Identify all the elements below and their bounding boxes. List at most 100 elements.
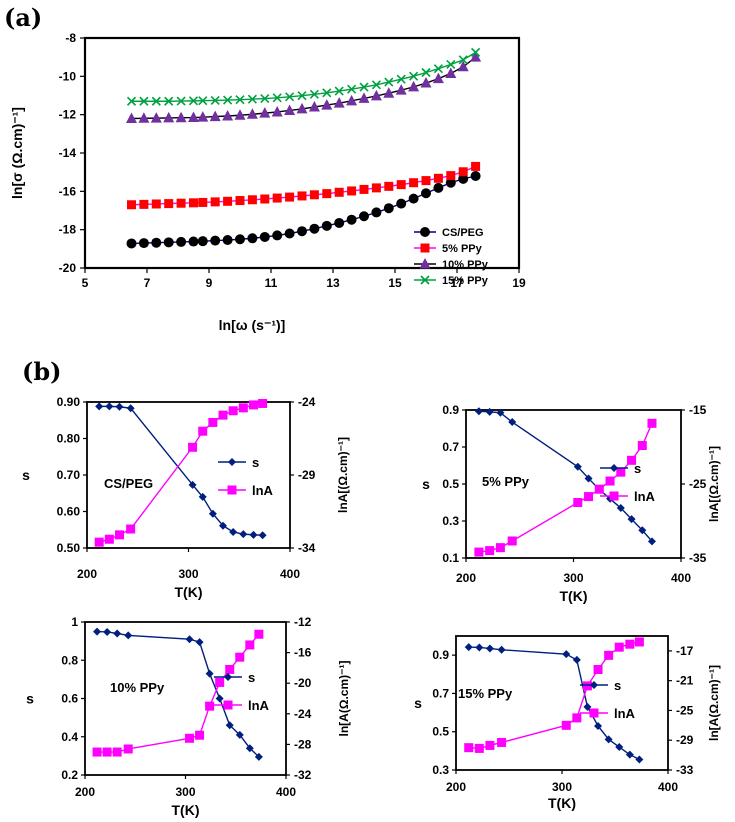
data-point <box>195 638 204 647</box>
data-point <box>205 669 214 678</box>
y2-tick-label: -24 <box>294 707 312 721</box>
data-point <box>433 182 444 193</box>
x-tick-label: 300 <box>175 785 195 799</box>
data-point <box>309 89 319 99</box>
data-point <box>635 755 644 764</box>
y-axis-label: s <box>422 476 430 492</box>
inset-label: 10% PPy <box>110 680 165 695</box>
data-point <box>95 402 104 411</box>
data-point <box>215 694 224 703</box>
data-point <box>321 220 332 231</box>
data-point <box>485 407 494 416</box>
y2-tick-label: -25 <box>676 703 694 717</box>
legend-label: lnA <box>614 706 636 721</box>
data-point <box>247 94 257 104</box>
data-point <box>309 190 319 200</box>
legend-marker <box>609 491 619 501</box>
x-tick-label: 9 <box>206 276 213 290</box>
data-point <box>458 55 468 65</box>
data-point <box>234 109 246 120</box>
legend-marker <box>223 700 233 710</box>
data-point <box>139 96 149 106</box>
data-point <box>284 104 296 115</box>
y-tick-label: 0.60 <box>57 505 81 519</box>
data-point <box>260 194 270 204</box>
y2-tick-label: -17 <box>676 644 694 658</box>
data-point <box>92 747 102 757</box>
data-point <box>208 509 217 518</box>
data-point <box>638 526 647 535</box>
y2-tick-label: -25 <box>689 477 707 491</box>
inset-label: CS/PEG <box>104 476 153 491</box>
y-tick-label: 0.3 <box>432 763 449 777</box>
y2-tick-label: -32 <box>294 768 312 782</box>
data-point <box>248 400 258 410</box>
data-point <box>188 480 197 489</box>
data-point <box>126 238 137 249</box>
data-point <box>228 406 238 416</box>
y-tick-label: 0.5 <box>432 725 449 739</box>
chart-b-4: 200 300 400 0.9 0.7 0.5 0.3 -17 -21 -25 -29 -33 T(K)… <box>414 635 721 811</box>
data-point <box>446 171 456 181</box>
y2-tick-label: -20 <box>294 676 312 690</box>
data-point <box>195 730 205 740</box>
y-tick-label: 0.3 <box>442 514 459 528</box>
data-point <box>235 95 245 105</box>
x-axis-label: T(K) <box>560 588 588 604</box>
data-point <box>321 99 333 110</box>
y-tick-label: 1 <box>71 615 78 629</box>
data-point <box>371 183 381 193</box>
data-point <box>647 418 657 428</box>
data-point <box>637 441 647 451</box>
data-point <box>284 228 295 239</box>
data-point <box>239 530 248 539</box>
data-point <box>445 67 457 78</box>
data-point <box>176 96 186 106</box>
legend-label: s <box>252 455 259 470</box>
data-point <box>464 743 474 753</box>
data-point <box>604 650 614 660</box>
x-tick-label: 200 <box>446 780 466 794</box>
data-point <box>497 737 507 747</box>
legend-marker <box>227 485 237 495</box>
data-point <box>470 51 482 62</box>
data-point <box>464 643 473 652</box>
data-point <box>297 91 307 101</box>
data-point <box>421 176 431 186</box>
data-point <box>333 97 345 108</box>
data-point <box>582 681 592 691</box>
data-point <box>346 214 357 225</box>
data-point <box>114 530 124 540</box>
data-point <box>616 504 625 513</box>
inset-label: 15% PPy <box>458 686 513 701</box>
data-point <box>198 197 208 207</box>
data-point <box>458 167 468 177</box>
y2-tick-label: -33 <box>676 763 694 777</box>
data-point <box>485 546 495 556</box>
data-point <box>124 631 133 640</box>
y-axis-label: s <box>22 467 30 483</box>
y-tick-label: -8 <box>65 31 76 45</box>
y2-tick-label: -21 <box>676 674 694 688</box>
data-point <box>126 404 135 413</box>
data-point <box>112 747 122 757</box>
data-point <box>474 743 484 753</box>
data-point <box>104 534 114 544</box>
data-point <box>634 637 644 647</box>
x-tick-label: 19 <box>512 276 526 290</box>
data-point <box>408 193 419 204</box>
data-point <box>229 527 238 536</box>
data-point <box>573 462 582 471</box>
chart-a: 5 7 9 11 13 15 17 19 -8 -10 -12 -14 -16 -18 -20 ln[ω (s… <box>9 31 526 333</box>
legend-label: 5% PPy <box>442 243 483 255</box>
legend-marker <box>224 673 232 681</box>
data-point <box>258 531 267 540</box>
data-point <box>508 418 517 427</box>
data-point <box>198 426 208 436</box>
data-point <box>246 108 258 119</box>
data-point <box>497 645 506 654</box>
y2-tick-label: -34 <box>298 541 316 555</box>
data-point <box>358 92 370 103</box>
data-point <box>235 234 245 245</box>
y-tick-label: 0.50 <box>57 541 81 555</box>
